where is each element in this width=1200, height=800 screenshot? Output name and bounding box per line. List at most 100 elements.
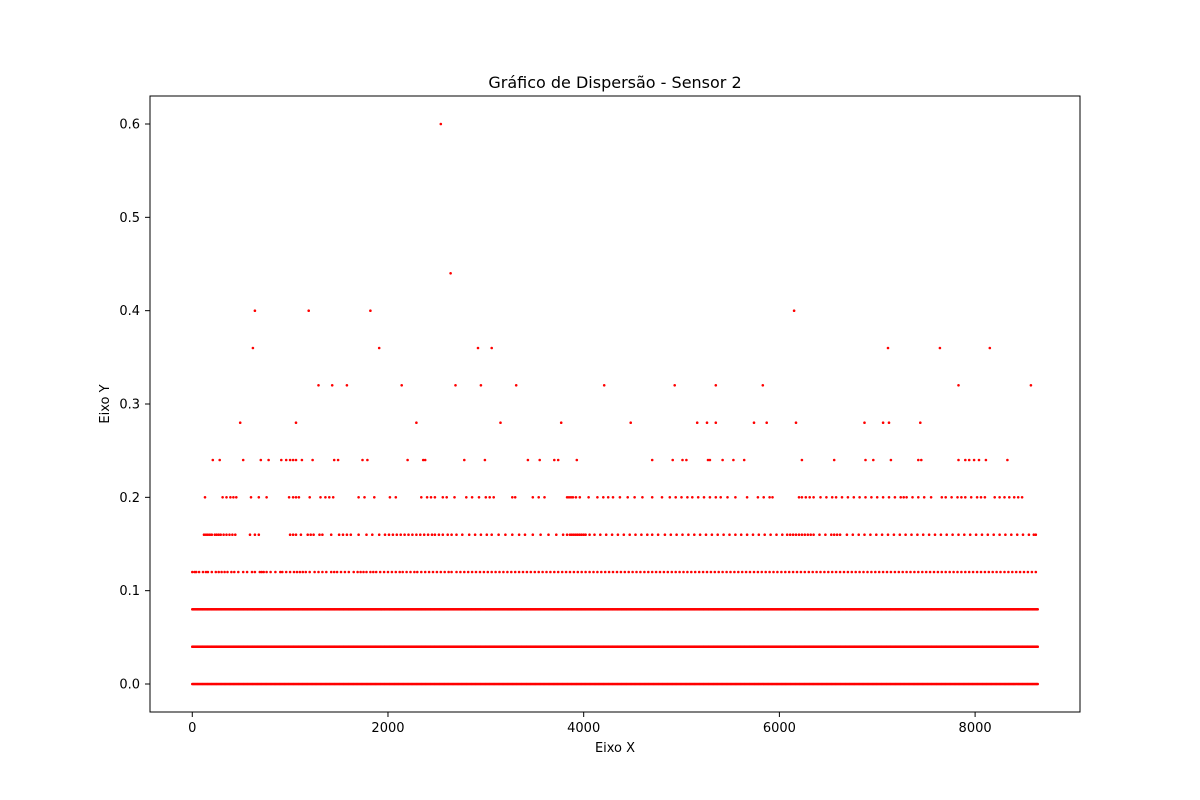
data-point (373, 496, 376, 499)
data-point (294, 496, 298, 499)
data-point (674, 496, 677, 499)
data-point (708, 496, 712, 499)
data-point (742, 458, 746, 462)
data-point (705, 570, 709, 574)
data-point (1018, 570, 1022, 574)
data-point (897, 570, 901, 574)
data-point (339, 570, 343, 574)
data-point (769, 533, 772, 536)
data-point (795, 570, 799, 574)
data-point (634, 533, 637, 536)
data-point (231, 533, 234, 536)
data-point (602, 384, 606, 387)
data-point (745, 533, 749, 536)
data-point (533, 570, 537, 574)
data-point (265, 570, 268, 574)
data-point (832, 458, 836, 462)
data-point (580, 570, 583, 574)
data-point (687, 533, 690, 536)
data-point (870, 570, 873, 574)
data-point (656, 533, 660, 536)
data-point (607, 570, 611, 574)
data-point (911, 496, 914, 499)
data-point (372, 570, 375, 574)
data-point (956, 570, 959, 574)
data-point (987, 570, 991, 574)
data-point (596, 496, 599, 499)
data-point (280, 458, 283, 462)
data-point (390, 570, 394, 574)
data-point (780, 570, 783, 574)
data-point (490, 570, 494, 574)
data-point (311, 458, 314, 462)
data-point (492, 496, 496, 499)
data-point (898, 533, 902, 536)
data-point (467, 533, 471, 536)
data-point (301, 570, 305, 574)
data-point (643, 570, 646, 574)
data-point (869, 533, 872, 536)
data-point (932, 570, 936, 574)
data-point (850, 570, 854, 574)
data-point (827, 570, 830, 574)
data-point (371, 533, 374, 536)
data-point (690, 570, 693, 574)
data-point (511, 533, 514, 536)
data-point (854, 570, 857, 574)
data-point (825, 496, 828, 499)
data-point (317, 570, 320, 574)
data-point (337, 533, 341, 536)
data-point (852, 496, 856, 499)
data-point (641, 496, 644, 499)
data-point (565, 496, 569, 499)
data-point (369, 570, 372, 574)
data-point (787, 570, 791, 574)
data-point (830, 570, 834, 574)
data-point (295, 570, 299, 574)
data-point (979, 496, 983, 499)
data-point (253, 533, 257, 536)
data-point (804, 496, 808, 499)
data-point (274, 570, 277, 574)
data-point (794, 533, 798, 536)
data-point (863, 533, 866, 536)
data-point (463, 458, 466, 462)
data-point (846, 570, 850, 574)
data-point (881, 496, 885, 499)
data-point (292, 570, 296, 574)
data-point (640, 533, 643, 536)
data-point (559, 421, 563, 425)
data-point (201, 570, 205, 574)
y-tick-label: 0.1 (119, 584, 140, 599)
data-point (1036, 645, 1039, 648)
data-point (220, 570, 223, 574)
data-point (427, 570, 431, 574)
data-point (799, 570, 803, 574)
data-point (901, 570, 904, 574)
data-point (842, 570, 846, 574)
data-point (568, 533, 572, 536)
y-tick-label: 0.4 (119, 304, 140, 319)
data-point (998, 496, 1001, 499)
data-point (473, 533, 477, 536)
data-point (938, 346, 942, 350)
data-point (298, 570, 302, 574)
data-point (483, 458, 487, 462)
data-point (526, 458, 530, 462)
data-point (499, 421, 502, 425)
data-point (288, 570, 292, 574)
data-point (538, 458, 541, 462)
data-point (513, 496, 517, 499)
data-point (330, 384, 334, 387)
data-point (920, 458, 923, 462)
data-point (998, 533, 1001, 536)
data-point (394, 496, 398, 499)
data-point (823, 570, 826, 574)
data-point (260, 570, 264, 574)
data-point (365, 533, 368, 536)
data-point (977, 458, 981, 462)
data-point (944, 496, 947, 499)
data-point (1014, 570, 1018, 574)
data-point (1004, 533, 1007, 536)
data-point (308, 570, 312, 574)
